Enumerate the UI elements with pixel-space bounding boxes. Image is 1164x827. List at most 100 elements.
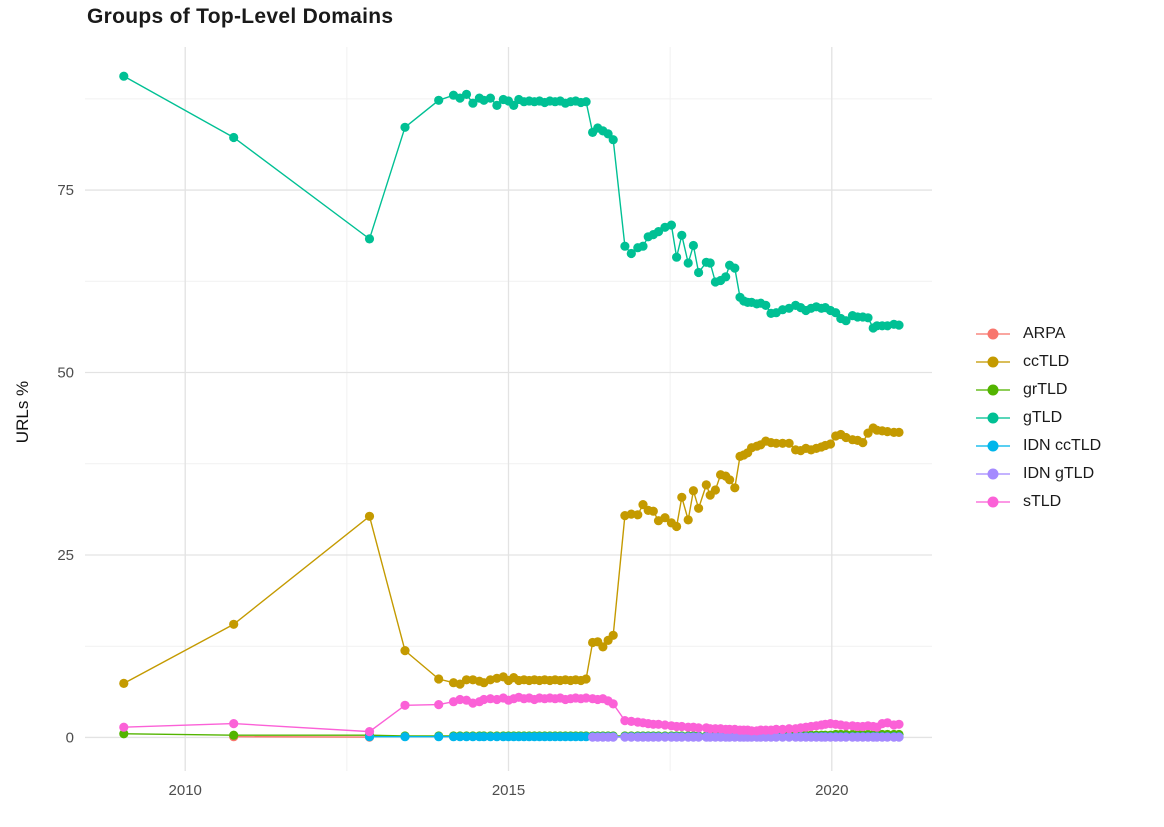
- data-point: [468, 732, 478, 742]
- data-point: [229, 132, 239, 143]
- data-point: [653, 732, 664, 742]
- data-point: [841, 732, 851, 742]
- legend-label: ccTLD: [1023, 353, 1070, 370]
- legend-swatch-icon: [976, 328, 1010, 340]
- data-point: [434, 732, 444, 742]
- data-point: [694, 732, 704, 742]
- data-point: [730, 483, 740, 493]
- legend-label: IDN gTLD: [1023, 465, 1095, 482]
- data-point: [771, 732, 781, 742]
- x-tick-label: 2010: [169, 782, 202, 799]
- legend-item-sTLD: sTLD: [976, 488, 1101, 516]
- data-point: [633, 510, 643, 520]
- data-point: [455, 732, 465, 742]
- data-point: [677, 492, 687, 502]
- legend-label: gTLD: [1023, 409, 1063, 426]
- data-point: [694, 267, 704, 278]
- data-point: [608, 135, 618, 145]
- data-point: [858, 438, 868, 448]
- data-point: [364, 511, 375, 521]
- data-point: [882, 732, 893, 742]
- x-tick-label: 2015: [492, 782, 525, 799]
- data-point: [598, 642, 608, 652]
- data-point: [784, 438, 794, 448]
- data-point: [400, 732, 410, 742]
- data-point: [694, 723, 704, 733]
- data-point: [688, 486, 699, 496]
- data-point: [894, 719, 904, 729]
- data-point: [581, 674, 591, 684]
- data-point: [771, 438, 781, 448]
- data-point: [683, 258, 693, 268]
- y-tick-label: 0: [66, 729, 74, 746]
- legend-swatch-icon: [976, 384, 1010, 396]
- legend-item-IDN-gTLD: IDN gTLD: [976, 460, 1101, 488]
- data-point: [364, 234, 375, 244]
- data-point: [730, 263, 740, 273]
- legend-item-IDN-ccTLD: IDN ccTLD: [976, 432, 1101, 460]
- data-point: [701, 480, 711, 490]
- legend-item-gTLD: gTLD: [976, 404, 1101, 432]
- legend-item-ARPA: ARPA: [976, 320, 1101, 348]
- data-point: [778, 732, 788, 742]
- data-point: [461, 732, 472, 742]
- data-point: [710, 485, 721, 495]
- series-line: [123, 427, 899, 685]
- data-point: [364, 727, 375, 737]
- data-point: [608, 732, 618, 742]
- data-point: [677, 230, 687, 240]
- y-tick-label: 25: [57, 547, 74, 564]
- data-point: [894, 427, 904, 437]
- data-point: [608, 699, 618, 709]
- data-point: [841, 316, 851, 326]
- data-point: [721, 272, 731, 282]
- data-point: [672, 252, 682, 262]
- data-point: [894, 732, 904, 742]
- data-point: [894, 320, 904, 330]
- data-point: [660, 732, 670, 742]
- data-point: [666, 220, 677, 230]
- data-point: [581, 97, 591, 107]
- series-gTLD: [119, 71, 904, 333]
- data-point: [825, 439, 836, 449]
- data-point: [626, 248, 636, 259]
- series-sTLD: [119, 692, 904, 737]
- legend: ARPA ccTLD grTLD gTLD IDN ccTLD IDN gTLD sTLD: [976, 320, 1101, 516]
- data-point: [119, 71, 129, 81]
- data-point: [468, 98, 478, 108]
- data-point: [705, 258, 715, 268]
- legend-swatch-icon: [976, 468, 1010, 480]
- legend-swatch-icon: [976, 440, 1010, 452]
- series-line: [123, 75, 900, 329]
- data-point: [492, 732, 502, 742]
- legend-swatch-icon: [976, 356, 1010, 368]
- data-point: [638, 241, 648, 251]
- data-point: [725, 475, 735, 485]
- chart-title: Groups of Top-Level Domains: [87, 5, 394, 28]
- legend-item-ccTLD: ccTLD: [976, 348, 1101, 376]
- y-axis-title: URLs %: [13, 380, 32, 444]
- data-point: [608, 630, 618, 640]
- legend-swatch-icon: [976, 496, 1010, 508]
- data-point: [461, 675, 472, 685]
- data-point: [683, 515, 693, 525]
- data-point: [620, 241, 630, 251]
- legend-label: sTLD: [1023, 493, 1062, 510]
- data-point: [778, 438, 788, 448]
- y-tick-label: 50: [57, 365, 74, 382]
- legend-label: grTLD: [1023, 381, 1068, 398]
- data-point: [119, 678, 129, 689]
- data-point: [648, 506, 658, 516]
- x-tick-label: 2020: [815, 782, 848, 799]
- data-point: [485, 93, 495, 103]
- data-point: [455, 679, 465, 689]
- data-point: [626, 732, 636, 742]
- legend-label: IDN ccTLD: [1023, 437, 1102, 454]
- series-ARPA: [229, 732, 375, 742]
- data-point: [784, 732, 794, 742]
- data-point: [434, 700, 444, 710]
- data-point: [229, 619, 239, 629]
- data-point: [229, 719, 239, 729]
- data-point: [434, 95, 444, 105]
